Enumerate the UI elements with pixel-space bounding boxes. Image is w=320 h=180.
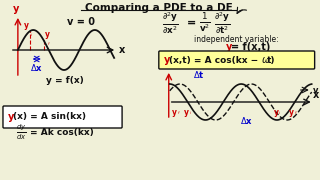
- Text: $\frac{\partial^2\mathbf{y}}{\partial\mathbf{x}^2}$: $\frac{\partial^2\mathbf{y}}{\partial\ma…: [162, 10, 178, 36]
- Text: $_i$: $_i$: [278, 110, 281, 117]
- Text: $_f$: $_f$: [294, 110, 298, 117]
- Text: y: y: [8, 112, 14, 122]
- Text: Comparing a PDE to a DE: Comparing a PDE to a DE: [85, 3, 233, 13]
- Text: $_f$: $_f$: [177, 110, 180, 117]
- Text: $_i$: $_i$: [30, 32, 33, 39]
- Text: y: y: [164, 55, 170, 65]
- Text: (x) = A sin(kx): (x) = A sin(kx): [13, 112, 86, 122]
- Text: y: y: [24, 21, 29, 30]
- Text: $\frac{1}{\mathbf{v}^2}$: $\frac{1}{\mathbf{v}^2}$: [198, 11, 211, 35]
- Text: x: x: [119, 45, 125, 55]
- Text: $\Delta$x: $\Delta$x: [30, 62, 43, 73]
- Text: $\omega$: $\omega$: [261, 55, 271, 65]
- Text: $_f$: $_f$: [47, 41, 51, 48]
- Text: (x,t) = A cos(kx −: (x,t) = A cos(kx −: [169, 55, 261, 64]
- Text: x: x: [313, 90, 319, 100]
- Text: y: y: [184, 108, 189, 117]
- Text: = Ak cos(kx): = Ak cos(kx): [30, 127, 93, 136]
- Text: $_i$: $_i$: [188, 110, 192, 117]
- FancyBboxPatch shape: [159, 51, 315, 69]
- Text: $\Delta$t: $\Delta$t: [193, 69, 204, 80]
- Text: y: y: [172, 108, 177, 117]
- Text: $\Delta$x: $\Delta$x: [240, 114, 253, 125]
- Text: $\frac{\partial^2\mathbf{y}}{\partial\mathbf{t}^2}$: $\frac{\partial^2\mathbf{y}}{\partial\ma…: [214, 10, 231, 36]
- Text: t): t): [267, 55, 276, 64]
- Text: y: y: [273, 108, 278, 117]
- Text: y: y: [289, 108, 294, 117]
- Text: $\frac{dy}{dx}$: $\frac{dy}{dx}$: [16, 122, 26, 142]
- Text: y: y: [226, 42, 233, 52]
- FancyBboxPatch shape: [3, 106, 122, 128]
- Text: y: y: [160, 59, 167, 69]
- Text: independent variable:: independent variable:: [194, 35, 278, 44]
- Text: y = f(x): y = f(x): [46, 76, 84, 85]
- Text: v: v: [313, 86, 318, 94]
- Text: y: y: [13, 4, 19, 14]
- Text: = f(x,t): = f(x,t): [231, 42, 271, 52]
- Text: y: y: [45, 30, 50, 39]
- Text: =: =: [187, 18, 196, 28]
- Text: v = 0: v = 0: [68, 17, 95, 27]
